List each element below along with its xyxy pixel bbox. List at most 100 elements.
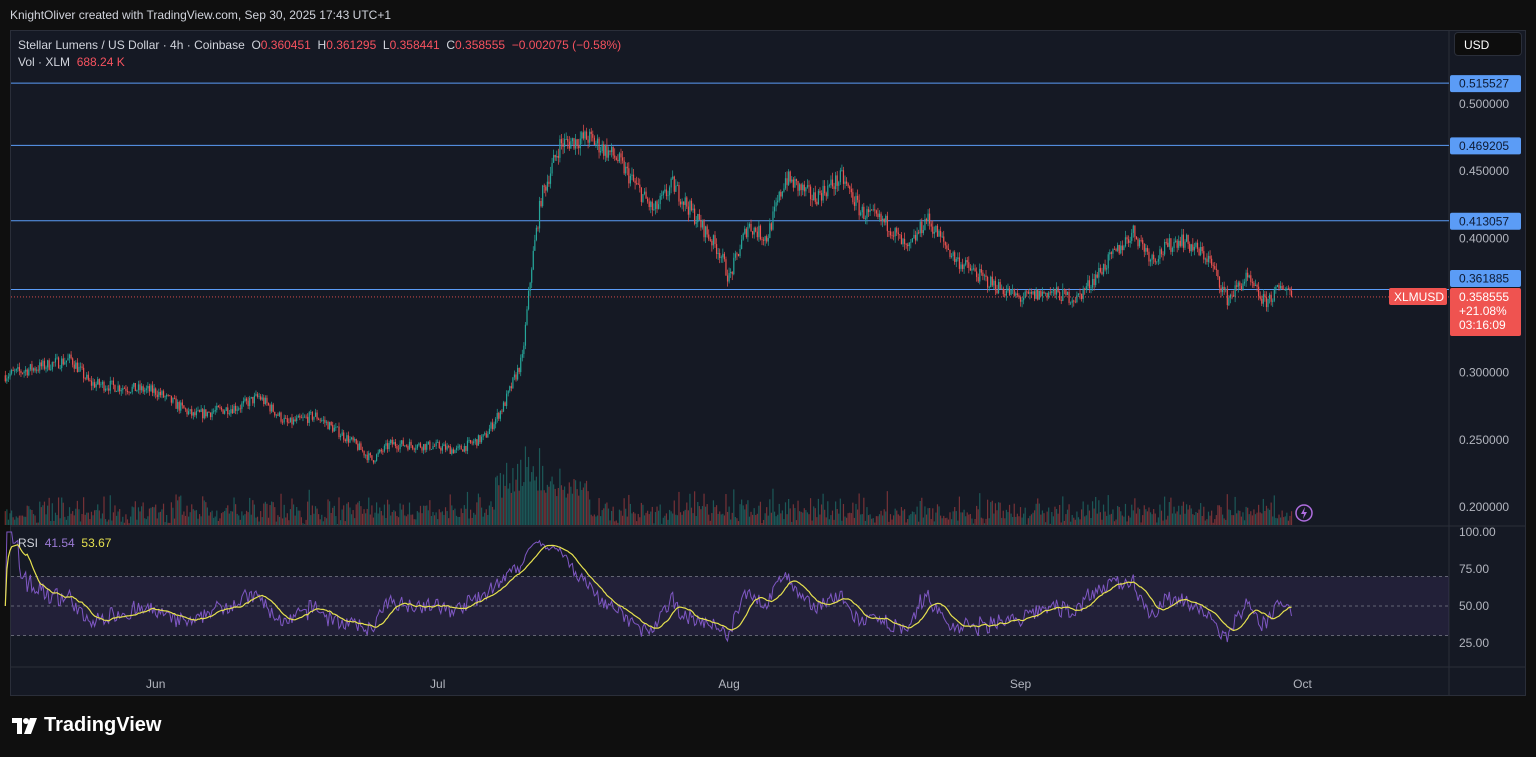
- candle: [1128, 239, 1130, 243]
- candle: [1024, 291, 1026, 298]
- volume-bar: [1054, 506, 1056, 525]
- chart-frame[interactable]: [10, 30, 1526, 696]
- candle: [1109, 252, 1111, 255]
- volume-bar: [56, 515, 58, 525]
- candle: [1229, 294, 1232, 298]
- candle: [679, 201, 682, 205]
- candle: [404, 445, 406, 447]
- volume-bar: [1185, 504, 1188, 525]
- volume-label[interactable]: Vol · XLM: [18, 55, 71, 69]
- price-tick-label: 0.250000: [1459, 433, 1509, 447]
- candle: [827, 185, 829, 197]
- candle: [1010, 289, 1012, 295]
- candle: [1171, 247, 1174, 252]
- volume-bar: [847, 513, 849, 525]
- candle: [220, 407, 223, 410]
- candle: [1029, 292, 1031, 294]
- volume-bar: [816, 517, 818, 525]
- volume-bar: [672, 513, 674, 525]
- lightning-icon[interactable]: [1295, 504, 1313, 522]
- currency-button[interactable]: USD: [1454, 32, 1522, 56]
- candle: [1179, 240, 1181, 246]
- price-label-bg: [1450, 75, 1521, 93]
- tradingview-logo[interactable]: TradingView: [12, 714, 161, 737]
- volume-bar: [336, 524, 339, 525]
- candle: [81, 366, 83, 368]
- volume-bar: [941, 518, 943, 525]
- volume-bar: [361, 513, 364, 525]
- volume-bar: [17, 517, 19, 525]
- candle: [1184, 241, 1186, 248]
- candle: [664, 189, 666, 192]
- candle: [596, 138, 599, 144]
- candle: [607, 150, 610, 158]
- volume-bar: [162, 503, 165, 525]
- volume-bar: [686, 502, 688, 525]
- candle: [468, 440, 470, 441]
- candle: [614, 155, 616, 158]
- volume-bar: [695, 516, 697, 525]
- candle: [990, 276, 992, 288]
- volume-bar: [1217, 505, 1219, 525]
- volume-bar: [380, 510, 382, 525]
- candle: [374, 460, 376, 463]
- volume-bar: [1159, 504, 1161, 525]
- rsi-label[interactable]: RSI: [18, 536, 39, 550]
- candle: [137, 384, 140, 391]
- candle: [665, 189, 668, 197]
- volume-bar: [1077, 517, 1080, 525]
- volume-bar: [949, 512, 951, 525]
- candle: [1096, 274, 1098, 278]
- rsi-ma-line: [4, 543, 1292, 632]
- candle: [587, 139, 589, 143]
- volume-bar: [382, 515, 384, 525]
- candle: [424, 444, 426, 450]
- symbol-title[interactable]: Stellar Lumens / US Dollar · 4h · Coinba…: [18, 38, 245, 52]
- volume-bar: [344, 521, 346, 525]
- candle: [115, 391, 118, 392]
- volume-bar: [529, 481, 531, 525]
- candle: [913, 234, 915, 239]
- volume-bar: [1226, 494, 1228, 525]
- candle: [151, 385, 154, 393]
- candle: [744, 228, 746, 234]
- volume-bar: [567, 493, 569, 525]
- volume-bar: [841, 520, 843, 525]
- volume-bar: [15, 516, 17, 525]
- volume-bar: [358, 500, 360, 525]
- candle: [324, 419, 326, 423]
- candle: [1217, 270, 1219, 277]
- candle: [968, 262, 970, 268]
- volume-bar: [468, 518, 470, 525]
- candle: [1234, 285, 1236, 297]
- candle: [269, 404, 271, 412]
- candle: [349, 439, 351, 443]
- volume-bar: [621, 515, 624, 525]
- candle: [1265, 296, 1268, 308]
- volume-bar: [617, 522, 619, 525]
- volume-bar: [1034, 510, 1036, 525]
- volume-bar: [532, 466, 534, 525]
- candle: [12, 369, 14, 371]
- candle: [167, 394, 169, 396]
- candle: [850, 188, 852, 193]
- candle: [380, 449, 382, 452]
- volume-bar: [101, 513, 104, 525]
- volume-bar: [1247, 507, 1249, 525]
- symbol-legend: Stellar Lumens / US Dollar · 4h · Coinba…: [18, 37, 621, 71]
- candle: [357, 443, 359, 450]
- candle: [311, 412, 313, 420]
- candle: [1054, 289, 1056, 295]
- candle: [1240, 285, 1242, 290]
- candle: [777, 200, 779, 203]
- volume-bar: [1289, 515, 1291, 525]
- candle: [253, 395, 255, 404]
- candle: [894, 228, 896, 237]
- candle: [206, 412, 208, 417]
- candle: [109, 380, 111, 391]
- volume-bar: [827, 501, 829, 525]
- volume-bar: [1267, 508, 1269, 525]
- candle: [1261, 298, 1263, 304]
- candle: [1140, 240, 1142, 241]
